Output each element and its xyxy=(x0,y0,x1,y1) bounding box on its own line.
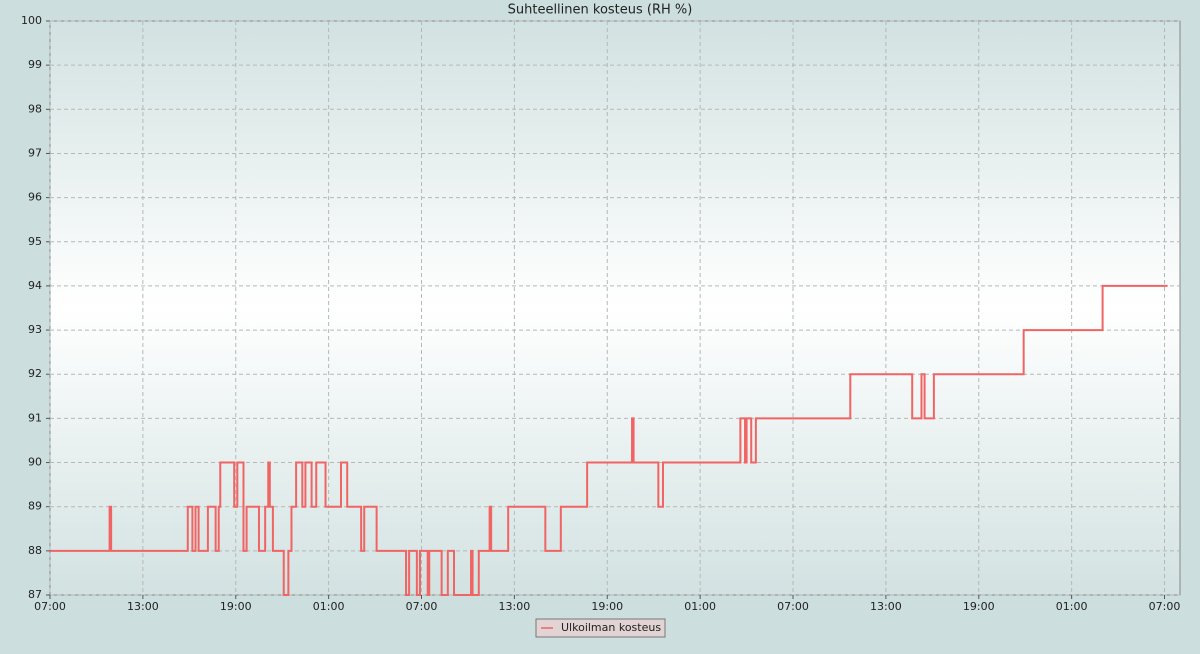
y-tick-label: 88 xyxy=(28,544,42,557)
y-tick-label: 99 xyxy=(28,58,42,71)
x-tick-label: 07:00 xyxy=(777,600,809,613)
x-tick-label: 13:00 xyxy=(127,600,159,613)
y-tick-label: 96 xyxy=(28,191,42,204)
plot-area xyxy=(49,20,1181,596)
legend xyxy=(535,618,666,638)
x-tick-label: 07:00 xyxy=(1149,600,1181,613)
x-tick-label: 13:00 xyxy=(870,600,902,613)
x-tick-label: 19:00 xyxy=(220,600,252,613)
y-tick-label: 92 xyxy=(28,367,42,380)
y-tick-label: 87 xyxy=(28,588,42,601)
x-tick-label: 13:00 xyxy=(499,600,531,613)
y-tick-label: 89 xyxy=(28,500,42,513)
x-tick-label: 07:00 xyxy=(406,600,438,613)
y-tick-label: 93 xyxy=(28,323,42,336)
y-tick-label: 94 xyxy=(28,279,42,292)
y-tick-label: 97 xyxy=(28,146,42,159)
legend-box xyxy=(535,618,666,638)
x-tick-label: 01:00 xyxy=(313,600,345,613)
y-tick-label: 95 xyxy=(28,235,42,248)
x-tick-label: 07:00 xyxy=(34,600,66,613)
y-tick-label: 100 xyxy=(21,14,42,27)
y-tick-label: 90 xyxy=(28,456,42,469)
x-tick-label: 19:00 xyxy=(963,600,995,613)
x-tick-label: 01:00 xyxy=(1056,600,1088,613)
chart-title: Suhteellinen kosteus (RH %) xyxy=(508,3,693,18)
x-tick-label: 19:00 xyxy=(591,600,623,613)
data-line xyxy=(50,284,1168,596)
y-tick-label: 91 xyxy=(28,411,42,424)
legend-label: Ulkoilman kosteus xyxy=(561,621,661,634)
y-tick-label: 98 xyxy=(28,102,42,115)
x-tick-label: 01:00 xyxy=(684,600,716,613)
